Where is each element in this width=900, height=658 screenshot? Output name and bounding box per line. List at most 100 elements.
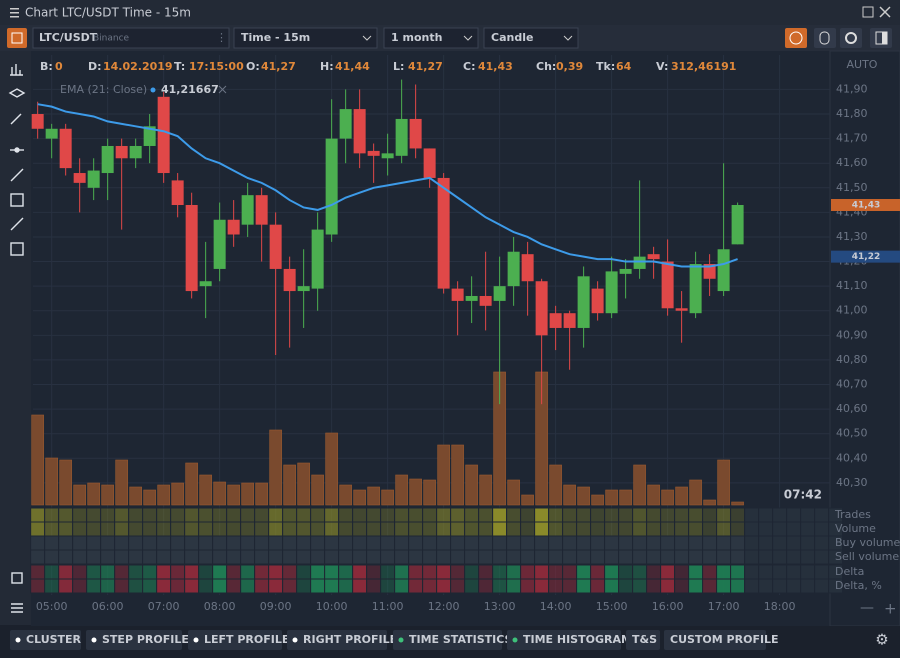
tab-dot	[91, 637, 97, 643]
stat-cell	[828, 549, 844, 565]
stat-cell	[730, 578, 746, 594]
menu-icon[interactable]	[10, 8, 19, 18]
stat-cell	[198, 578, 214, 594]
stat-cell	[562, 564, 578, 580]
candle-body	[367, 150, 380, 156]
candle-body	[59, 128, 72, 169]
candle-body	[633, 256, 646, 269]
stat-cell	[226, 507, 242, 523]
stat-cell	[128, 535, 144, 551]
stat-cell	[800, 521, 816, 537]
stat-cell	[660, 521, 676, 537]
stat-cell	[814, 578, 830, 594]
indicator-close[interactable]	[218, 85, 227, 94]
stat-cell	[142, 578, 158, 594]
volume-bar	[213, 481, 226, 506]
stat-cell	[534, 578, 550, 594]
stat-cell	[604, 578, 620, 594]
settings[interactable]: ⚙	[875, 631, 888, 649]
volume-bar	[381, 489, 394, 506]
axis-mode[interactable]: AUTO	[847, 58, 878, 71]
layout-button[interactable]	[870, 28, 892, 48]
zoom-out[interactable]: —	[860, 600, 874, 616]
tab[interactable]	[86, 630, 182, 650]
stat-cell	[30, 535, 46, 551]
symbol-box[interactable]	[32, 27, 230, 49]
dropdown[interactable]	[233, 27, 378, 49]
stat-cell	[492, 549, 508, 565]
y-tick-label: 41,30	[836, 230, 868, 243]
stat-cell	[534, 507, 550, 523]
stat-cell	[240, 549, 256, 565]
close[interactable]	[879, 6, 891, 18]
stat-cell	[156, 535, 172, 551]
panel-toggle[interactable]	[7, 28, 27, 48]
stat-cell	[170, 521, 186, 537]
stat-cell	[310, 578, 326, 594]
candle-body	[395, 118, 408, 156]
tab[interactable]	[626, 630, 660, 650]
stat-cell	[772, 549, 788, 565]
stat-cell	[492, 535, 508, 551]
stat-cell	[618, 521, 634, 537]
stat-cell	[758, 521, 774, 537]
dropdown[interactable]	[383, 27, 479, 49]
stat-cell	[114, 578, 130, 594]
stat-cell	[30, 507, 46, 523]
price-tag-label: 41,43	[852, 201, 880, 211]
stat-cell	[198, 564, 214, 580]
stat-cell	[324, 535, 340, 551]
stat-cell	[114, 535, 130, 551]
stat-cell	[590, 507, 606, 523]
tab[interactable]	[10, 630, 81, 650]
tab[interactable]	[287, 630, 387, 650]
candle-body	[437, 177, 450, 289]
stat-cell	[86, 564, 102, 580]
stat-cell	[702, 549, 718, 565]
candle-body	[717, 249, 730, 292]
stat-cell	[562, 521, 578, 537]
stat-cell	[156, 507, 172, 523]
symbol-menu[interactable]: ⋮	[216, 31, 227, 44]
volume-bar	[101, 484, 114, 506]
tab[interactable]	[393, 630, 502, 650]
tab[interactable]	[507, 630, 621, 650]
stat-cell	[394, 535, 410, 551]
stat-cell	[366, 564, 382, 580]
stat-cell	[450, 507, 466, 523]
stat-cell	[464, 535, 480, 551]
tab[interactable]	[664, 630, 766, 650]
stat-cell	[422, 578, 438, 594]
info-value: 41,43	[478, 60, 513, 73]
zoom-in[interactable]: +	[884, 600, 897, 618]
stat-cell	[324, 521, 340, 537]
stat-cell	[674, 535, 690, 551]
tab[interactable]	[188, 630, 282, 650]
candle-body	[591, 288, 604, 314]
stat-cell	[324, 578, 340, 594]
volume-bar	[45, 457, 58, 506]
stat-cell	[156, 549, 172, 565]
candle-body	[143, 126, 156, 146]
stat-cell	[310, 535, 326, 551]
tool-button[interactable]	[785, 28, 807, 48]
stat-cell	[814, 564, 830, 580]
stat-cell	[380, 578, 396, 594]
candle-body	[31, 114, 44, 129]
y-tick-label: 41,90	[836, 82, 868, 95]
stat-cell	[44, 549, 60, 565]
stat-cell	[338, 507, 354, 523]
stat-cell	[268, 578, 284, 594]
dropdown[interactable]	[483, 27, 579, 49]
stat-cell	[576, 578, 592, 594]
candle-body	[185, 205, 198, 292]
stat-cell	[436, 578, 452, 594]
stat-cell	[506, 578, 522, 594]
tool-button[interactable]	[814, 28, 836, 48]
stat-cell	[198, 521, 214, 537]
maximize[interactable]	[862, 6, 874, 18]
stat-cell	[142, 549, 158, 565]
stat-cell	[72, 549, 88, 565]
settings-button[interactable]	[840, 28, 862, 48]
dropdown-arrow	[362, 35, 372, 41]
